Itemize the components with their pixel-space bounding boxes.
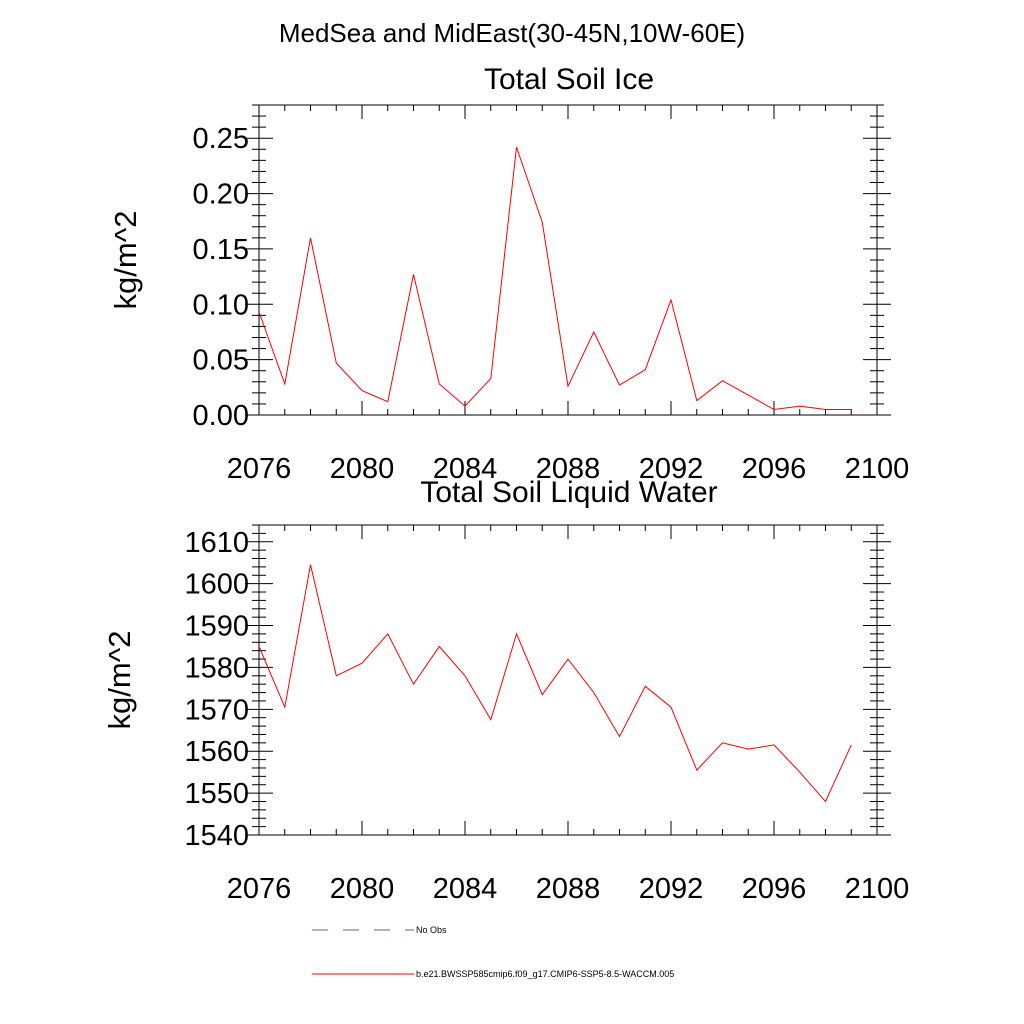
y-tick-label: 1570 <box>184 694 249 726</box>
x-tick-label: 2076 <box>227 453 292 485</box>
x-tick-label: 2084 <box>433 453 498 485</box>
y-tick-label: 1560 <box>184 736 249 768</box>
y-tick-label: 1550 <box>184 778 249 810</box>
y-tick-label: 0.05 <box>193 345 249 377</box>
y-axis-label: kg/m^2 <box>108 211 143 310</box>
panel-title: Total Soil Ice <box>484 63 654 96</box>
x-tick-label: 2080 <box>330 453 395 485</box>
plot-frame <box>258 524 878 836</box>
x-tick-label: 2088 <box>536 873 601 905</box>
panel-title: Total Soil Liquid Water <box>420 476 717 509</box>
x-tick-label: 2092 <box>639 453 704 485</box>
x-tick-label: 2096 <box>742 873 807 905</box>
y-tick-label: 0.20 <box>193 179 249 211</box>
panel-soil-ice: Total Soil Ice kg/m^2 2076 2080 2084 2088 20… <box>108 63 909 485</box>
legend: No Obs b.e21.BWSSP585cmip6.f09_g17.CMIP6… <box>312 925 674 979</box>
x-tick-label: 2080 <box>330 873 395 905</box>
y-tick-label: 1580 <box>184 652 249 684</box>
x-tick-label: 2076 <box>227 873 292 905</box>
x-tick-label: 2092 <box>639 873 704 905</box>
y-tick-label: 1540 <box>184 820 249 852</box>
plot-area: 2076 2080 2084 2088 2092 2096 2100 1540 1550 1560… <box>184 524 910 905</box>
y-tick-label: 1590 <box>184 611 249 643</box>
y-tick-label: 0.25 <box>193 123 249 155</box>
x-tick-label: 2100 <box>845 873 910 905</box>
series-line <box>258 146 852 411</box>
legend-label-model: b.e21.BWSSP585cmip6.f09_g17.CMIP6-SSP5-8… <box>416 969 674 979</box>
y-tick-label: 0.10 <box>193 289 249 321</box>
x-tick-label: 2096 <box>742 453 807 485</box>
y-tick-label: 1610 <box>184 527 249 559</box>
series-line <box>258 564 852 803</box>
x-tick-label: 2088 <box>536 453 601 485</box>
y-tick-label: 1600 <box>184 569 249 601</box>
y-tick-label: 0.15 <box>193 234 249 266</box>
y-tick-label: 0.00 <box>193 400 249 432</box>
figure-suptitle: MedSea and MidEast(30-45N,10W-60E) <box>279 18 745 48</box>
y-axis-label: kg/m^2 <box>102 631 137 730</box>
legend-label-no-obs: No Obs <box>416 925 447 935</box>
plot-frame <box>258 104 878 416</box>
x-tick-label: 2084 <box>433 873 498 905</box>
x-tick-label: 2100 <box>845 453 910 485</box>
panel-soil-liquid-water: Total Soil Liquid Water kg/m^2 2076 2080 2… <box>102 476 909 905</box>
plot-area: 2076 2080 2084 2088 2092 2096 2100 0.00 0.05 0.10… <box>193 104 910 485</box>
